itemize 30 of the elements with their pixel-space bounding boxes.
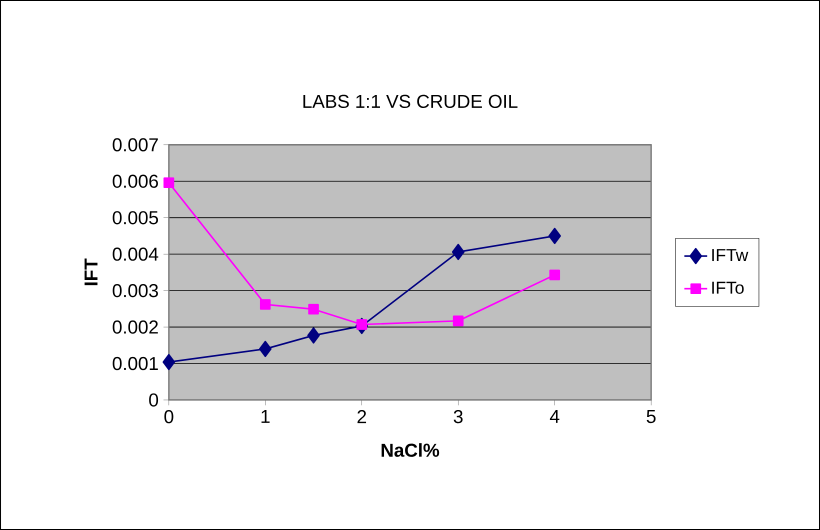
point <box>162 354 176 370</box>
x-tick-label: 4 <box>550 410 560 423</box>
point <box>548 228 562 244</box>
legend-label: IFTw <box>712 249 748 261</box>
point <box>308 304 319 315</box>
point <box>307 327 320 344</box>
legend-label: IFTo <box>712 282 744 294</box>
y-tick-label: 0.001 <box>112 356 158 370</box>
x-tick-label: 1 <box>262 410 270 423</box>
point <box>260 299 271 310</box>
y-tick-label: 0 <box>149 393 158 407</box>
point <box>164 177 174 188</box>
point <box>356 319 368 330</box>
y-tick-label: 0.007 <box>112 138 158 152</box>
x-tick-label: 0 <box>164 410 174 424</box>
point <box>452 244 465 260</box>
point <box>452 315 464 326</box>
x-tick-label: 5 <box>646 410 656 424</box>
y-tick-label: 0.006 <box>112 174 158 188</box>
y-tick-label: 0.004 <box>112 247 158 261</box>
x-tick-label: 3 <box>454 410 463 424</box>
point <box>549 270 560 280</box>
y-tick-label: 0.005 <box>112 211 158 224</box>
y-axis-title: IFT <box>84 258 98 286</box>
point <box>258 340 272 358</box>
y-tick-label: 0.002 <box>112 320 158 334</box>
chart-title: LABS 1:1 VS CRUDE OIL <box>303 94 518 108</box>
x-tick-label: 2 <box>358 410 366 424</box>
x-axis-title: NaCl% <box>382 443 440 457</box>
y-tick-label: 0.003 <box>112 284 158 298</box>
